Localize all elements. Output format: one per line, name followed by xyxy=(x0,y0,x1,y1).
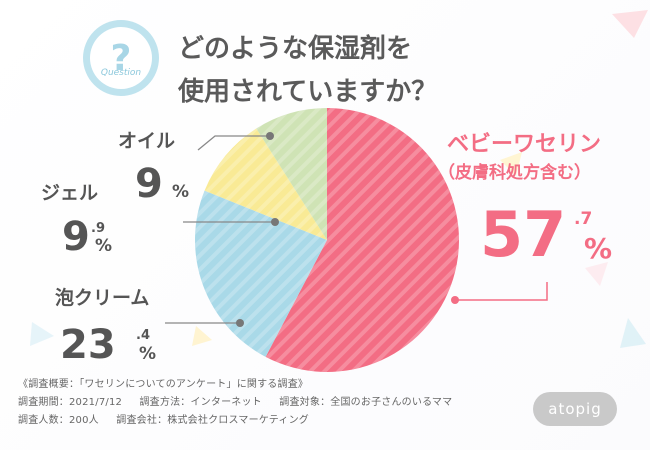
title-line-1: どのような保湿剤を xyxy=(178,33,412,64)
label-oil-int: 9 xyxy=(135,161,163,207)
decor-triangles xyxy=(30,10,648,348)
survey-company: 調査会社：株式会社クロスマーケティング xyxy=(116,415,309,426)
title-line-2: 使用されていますか？ xyxy=(177,77,437,107)
label-foam-int: 23 xyxy=(60,322,116,368)
survey-method: 調査方法：インターネット xyxy=(139,397,262,408)
label-vaseline: ベビーワセリン （皮膚科処方含む） 57 .7 % xyxy=(438,132,612,271)
question-circle-inner xyxy=(90,27,152,89)
label-oil: オイル 9 % xyxy=(118,130,189,207)
survey-period: 調査期間：2021/7/12 xyxy=(18,397,123,408)
label-gel-name: ジェル xyxy=(41,182,98,204)
pie-slice-texture-3 xyxy=(256,108,327,240)
question-mark-icon: ? xyxy=(111,38,132,79)
label-vaseline-int: 57 xyxy=(480,198,566,271)
leader-dot-vaseline xyxy=(451,296,459,304)
pie-slice-texture-2 xyxy=(204,128,327,240)
label-foam-name: 泡クリーム xyxy=(55,286,149,309)
survey-count: 調査人数：200人 xyxy=(18,415,99,426)
question-badge: ? Question xyxy=(83,20,159,96)
leader-dot-oil xyxy=(266,132,274,140)
leader-line-oil xyxy=(197,135,270,151)
survey-line-2: 調査期間：2021/7/12 調査方法：インターネット 調査対象：全国のお子さん… xyxy=(18,393,466,408)
label-foam-unit: % xyxy=(139,344,156,364)
label-vaseline-name: ベビーワセリン xyxy=(447,132,601,157)
leader-dot-gel xyxy=(271,218,279,226)
label-foam-dec: .4 xyxy=(136,328,150,343)
label-vaseline-dec: .7 xyxy=(574,209,592,229)
label-gel-int: 9 xyxy=(62,214,90,260)
leader-lines xyxy=(165,132,548,327)
leader-dot-foam xyxy=(236,319,244,327)
label-gel-unit: % xyxy=(95,236,112,256)
label-vaseline-unit: % xyxy=(584,232,612,265)
survey-line-3: 調査人数：200人 調査会社：株式会社クロスマーケティング xyxy=(18,411,323,426)
survey-target: 調査対象：全国のお子さんのいるママ xyxy=(279,397,453,408)
pie-chart xyxy=(195,108,460,373)
label-gel: ジェル 9 .9 % xyxy=(41,182,112,260)
label-gel-dec: .9 xyxy=(91,221,105,236)
label-foam: 泡クリーム 23 .4 % xyxy=(55,286,156,368)
label-oil-unit: % xyxy=(172,182,189,202)
question-word: Question xyxy=(101,68,142,78)
pie-slice-texture-1 xyxy=(195,190,327,357)
label-oil-name: オイル xyxy=(118,130,175,152)
pie-slice-texture-0 xyxy=(265,108,460,373)
atopig-logo: atopig xyxy=(533,392,617,426)
leader-line-vaseline xyxy=(455,282,548,301)
survey-title: 《調査概要：「ワセリンについてのアンケート」に関する調査》 xyxy=(18,379,309,390)
label-vaseline-sub: （皮膚科処方含む） xyxy=(438,162,591,183)
